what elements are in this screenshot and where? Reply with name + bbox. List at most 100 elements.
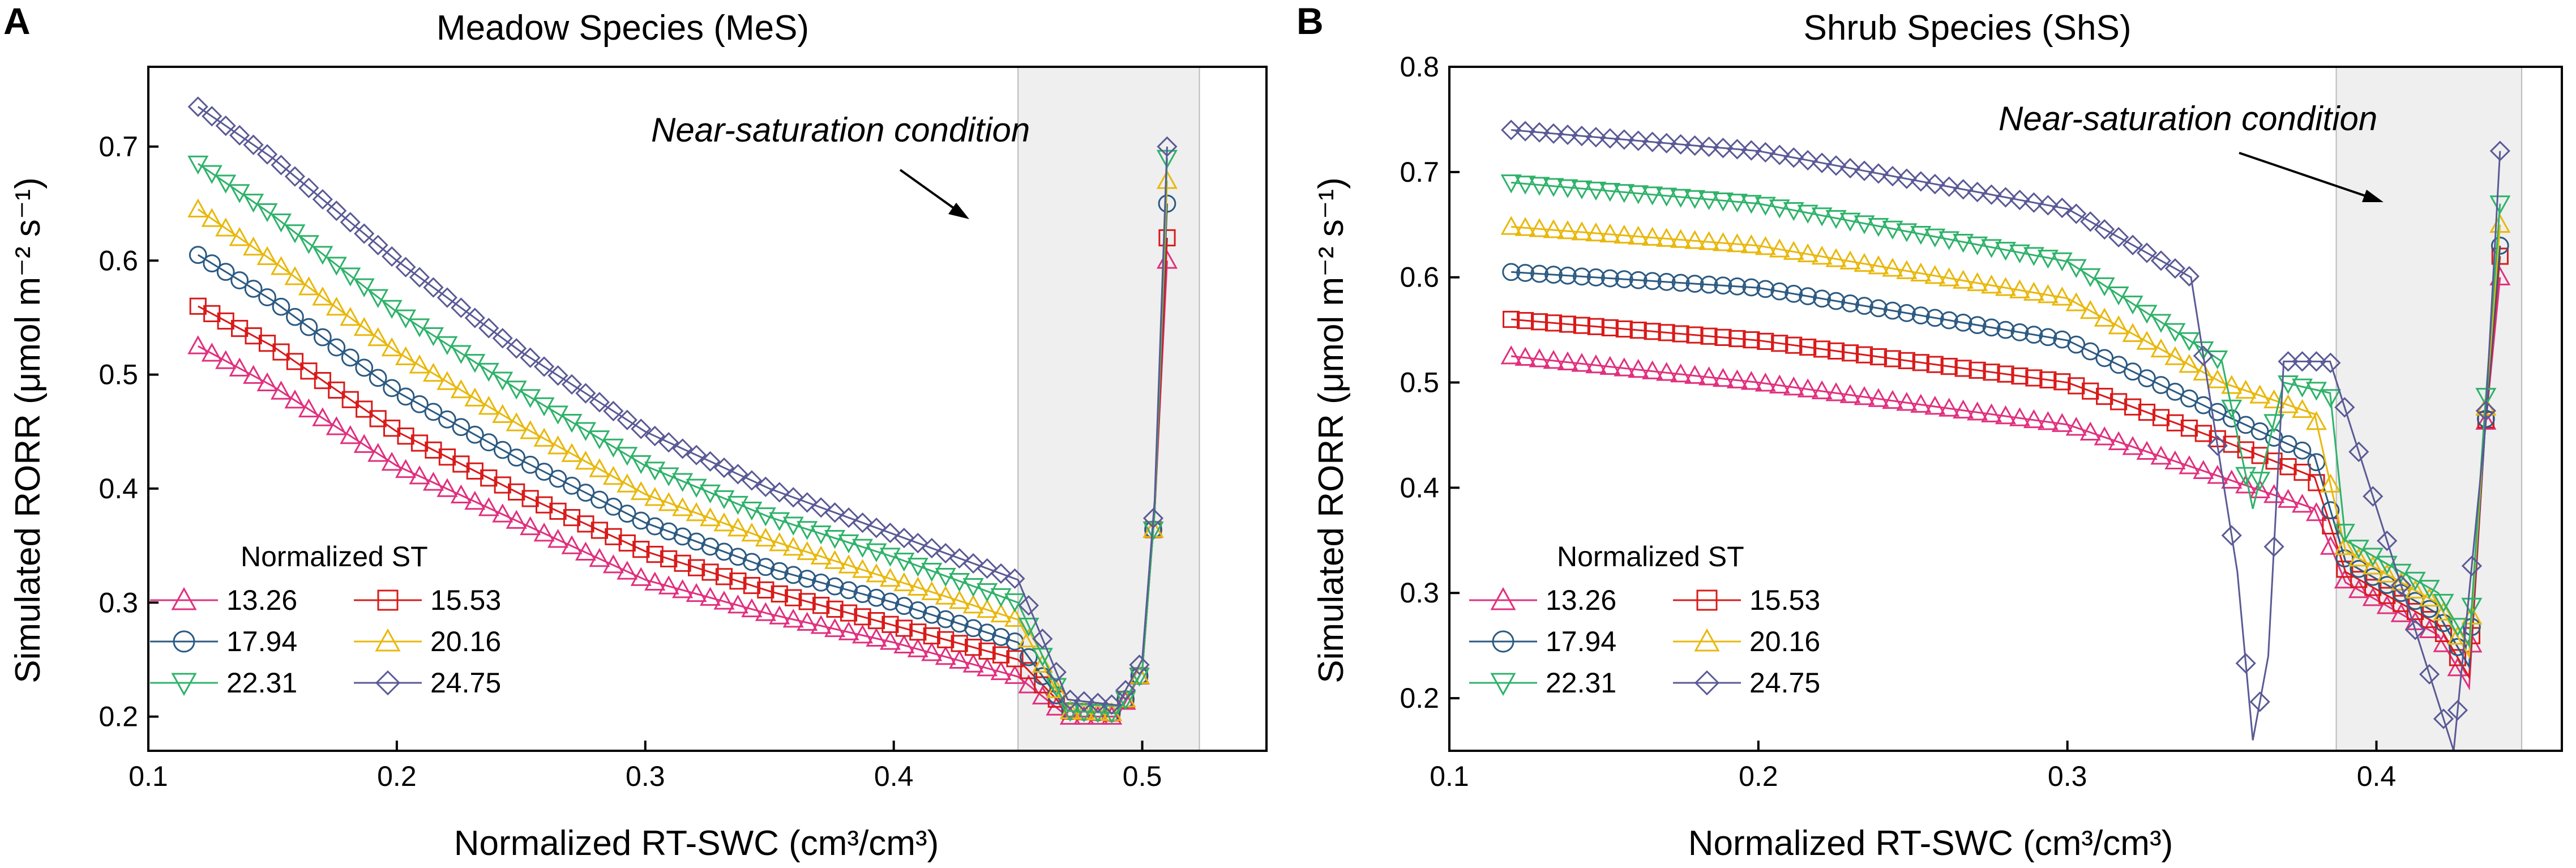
panel-b-series-24.75-point <box>2263 536 2284 557</box>
panel-b-series-20.16-point <box>2362 555 2384 575</box>
panel-b-series-22.31-point <box>1712 192 1734 212</box>
panel-b-series-13.26-point <box>2037 411 2059 430</box>
panel-a-series-24.75-point <box>797 492 818 513</box>
panel-a-series-20.16-point <box>1156 170 1178 189</box>
panel-b-series-13.26-point <box>2291 494 2313 513</box>
panel-b-series-17.94-point <box>1940 311 1958 330</box>
panel-b-series-20.16-point <box>2404 579 2426 599</box>
panel-b-series-20.16-point <box>1882 258 1903 277</box>
panel-a-series-20.16-point <box>367 327 389 347</box>
panel-b-series-13.26-point <box>2390 603 2412 622</box>
panel-b-series-15.53-point <box>1926 356 1944 373</box>
panel-a-series-17.94-point <box>272 297 290 316</box>
panel-b-series-24.75-point <box>2150 250 2172 271</box>
panel-b-series-22.31-point <box>1614 184 1635 203</box>
panel-a-series-15.53-point <box>867 612 885 630</box>
panel-b-series-20.16-point <box>2094 307 2115 327</box>
panel-b-series-13.26-point <box>2164 450 2186 469</box>
panel-a-legend-label-15.53: 15.53 <box>430 584 501 616</box>
panel-b-series-22.31-point <box>2291 378 2313 398</box>
panel-b-series-20.16-point <box>1642 226 1663 246</box>
panel-b-series-13.26-point <box>1769 374 1790 394</box>
panel-a-series-13.26-point <box>201 343 222 362</box>
panel-b-series-20.16-point <box>2376 563 2398 583</box>
panel-b-series-17.94-point <box>1671 273 1690 292</box>
panel-a-series-15.53-point <box>258 335 276 352</box>
panel-b-series-13.26-point <box>2179 455 2200 474</box>
panel-b-series-13.26-point <box>1839 384 1861 403</box>
panel-b-series-13.26-point <box>1896 392 1918 411</box>
panel-b-series-22.31-point <box>1529 177 1550 196</box>
panel-b-series-15.53-point <box>2237 441 2254 459</box>
panel-b-series-20.16-point <box>2207 369 2228 388</box>
panel-b-series-20.16-point <box>1571 221 1593 241</box>
panel-b-series-15.53-point <box>1503 310 1520 328</box>
panel-a-series-13.26-point <box>782 608 804 628</box>
panel-a-series-20.16-point <box>589 458 610 477</box>
panel-b-series-17.94-point <box>2067 335 2086 354</box>
panel-a-series-22.31-point <box>1004 593 1026 613</box>
panel-a-series-24.75-point <box>1115 679 1136 701</box>
panel-b-series-20.16-point <box>1740 234 1762 254</box>
panel-a-series-17.94-point <box>853 585 872 603</box>
panel-a-series-15.53-point <box>978 642 996 660</box>
panel-b-series-22.31-point <box>2249 472 2271 491</box>
panel-a-y-tick-label: 0.6 <box>99 245 138 276</box>
panel-b-series-22.31-point <box>2207 350 2228 370</box>
panel-b-series-22.31-point <box>2094 277 2115 297</box>
panel-a-series-13.26-point <box>824 618 846 638</box>
panel-a-series-13.26-point <box>851 624 874 644</box>
panel-a-series-22.31-point <box>326 256 347 276</box>
panel-b-series-13.26-point <box>1698 366 1720 386</box>
panel-b-series-20.16-point <box>2136 331 2158 350</box>
panel-b-series-24.75-point <box>2306 351 2327 372</box>
panel-b-series-22.31-point <box>2235 467 2257 486</box>
panel-a-series-15.53-point <box>909 623 927 641</box>
panel-b-series-17.94-point <box>2025 326 2043 344</box>
panel-a-series-20.16-point <box>1046 679 1067 699</box>
panel-b-series-24.75-point <box>2009 190 2030 211</box>
panel-b-series-15.53-point <box>1771 335 1788 352</box>
panel-b-series-15.53-point <box>2336 561 2354 578</box>
panel-a-series-24.75-point <box>700 451 721 472</box>
panel-b-series-13.26-point <box>1854 386 1875 405</box>
panel-b-series-20.16-point <box>1529 218 1550 237</box>
panel-a-series-22.31-point <box>644 461 666 481</box>
panel-b-series-22.31-point <box>1656 187 1678 207</box>
panel-b-series-24.75-point <box>2433 708 2454 729</box>
panel-b-series-15.53-point <box>1700 327 1718 345</box>
panel-b-series-24.75-point <box>2377 531 2398 551</box>
panel-a-series-24.75-point <box>187 96 208 117</box>
panel-b-series-24.75-point <box>1599 128 1620 149</box>
panel-a-series-20.16-point <box>284 266 306 285</box>
panel-a-series-15.53-point <box>356 400 373 418</box>
panel-b-series-22.31-point <box>1910 226 1932 245</box>
panel-a-series-24.75-point <box>409 267 430 288</box>
panel-a-series-20.16-point <box>866 563 887 583</box>
panel-b-series-22.31-point <box>2079 268 2101 288</box>
panel-b-series-20.16-point <box>1500 216 1522 235</box>
panel-a-series-17.94-point <box>203 254 221 273</box>
panel-b-series-13.26-point <box>1529 348 1550 367</box>
panel-b-series-13.26-point <box>1642 360 1663 379</box>
panel-a-series-17.94-point <box>480 433 498 452</box>
panel-a-series-24.75-point <box>686 444 707 465</box>
panel-b-series-17.94-point <box>1799 287 1817 306</box>
panel-b-series-20.16-point <box>2447 626 2468 645</box>
panel-b-series-24.75-point <box>2094 219 2115 240</box>
panel-a-title: Meadow Species (MeS) <box>437 8 809 48</box>
panel-a-series-22.31-point <box>935 568 956 587</box>
panel-b-series-24.75-point <box>2136 242 2158 263</box>
panel-b-letter: B <box>1296 0 1324 42</box>
panel-b-series-24.75-point <box>2363 486 2384 507</box>
panel-a-series-15.53-point <box>618 534 636 552</box>
panel-a-series-20.16-point <box>755 527 776 547</box>
panel-b-title: Shrub Species (ShS) <box>1804 8 2132 48</box>
panel-a-x-axis-label: Normalized RT-SWC (cm³/cm³) <box>454 824 939 863</box>
panel-a-series-15.53-point <box>605 528 622 545</box>
panel-a-series-24.75-point <box>1004 568 1025 589</box>
panel-a-series-17.94-point <box>313 328 332 347</box>
panel-b-series-24.75-point <box>2207 435 2228 456</box>
panel-b-series-15.53-point <box>2138 404 2156 421</box>
panel-b-series-15.53-point <box>1799 338 1817 356</box>
